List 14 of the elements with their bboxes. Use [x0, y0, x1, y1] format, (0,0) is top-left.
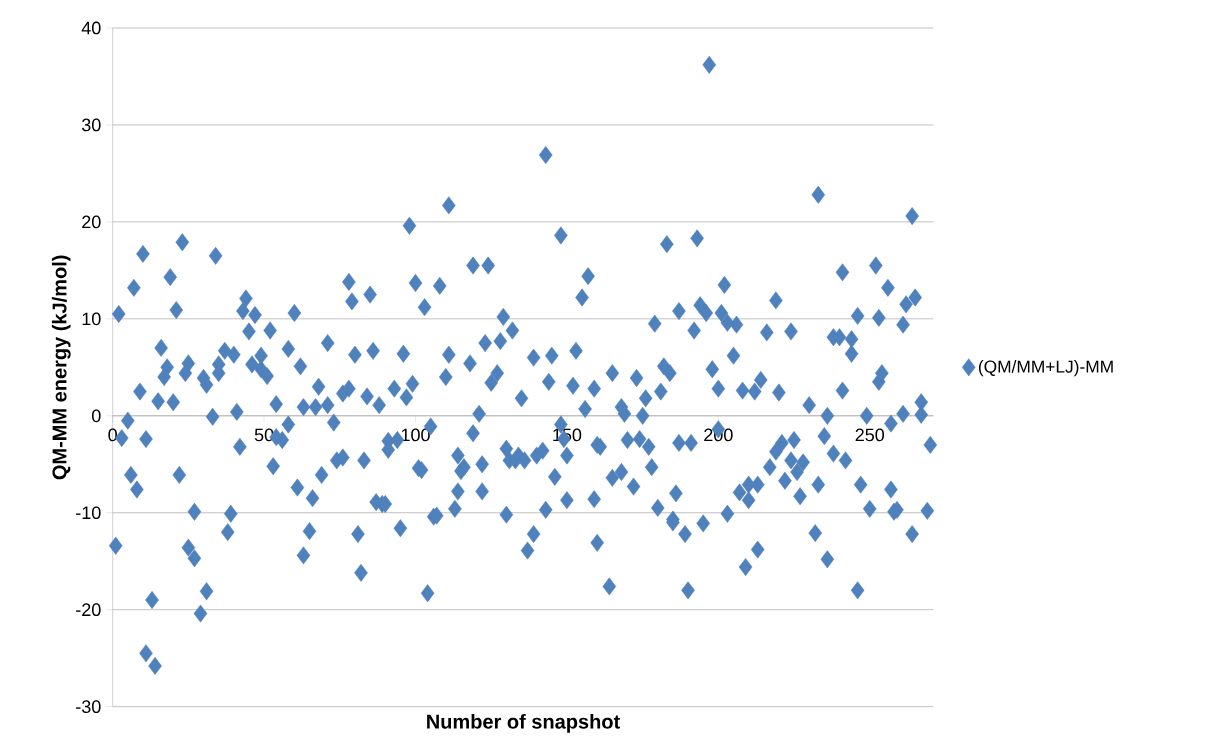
y-tick-label: 30 — [81, 118, 101, 132]
x-tick-label: 100 — [401, 428, 430, 442]
y-tick-label: 10 — [82, 312, 101, 326]
legend-label: (QM/MM+LJ)-MM — [978, 360, 1113, 377]
y-tick-label: -10 — [76, 506, 101, 520]
y-tick-label: -30 — [76, 700, 101, 714]
y-tick-label: 40 — [81, 21, 101, 35]
x-axis-title: Number of snapshot — [427, 714, 620, 733]
y-tick-label: 20 — [82, 215, 101, 229]
y-axis-title: QM-MM energy (kJ/mol) — [51, 255, 71, 480]
y-tick-label: 0 — [92, 409, 101, 423]
y-tick-label: -20 — [76, 603, 101, 617]
x-tick-label: 250 — [855, 428, 885, 442]
x-tick-label: 0 — [108, 428, 117, 442]
